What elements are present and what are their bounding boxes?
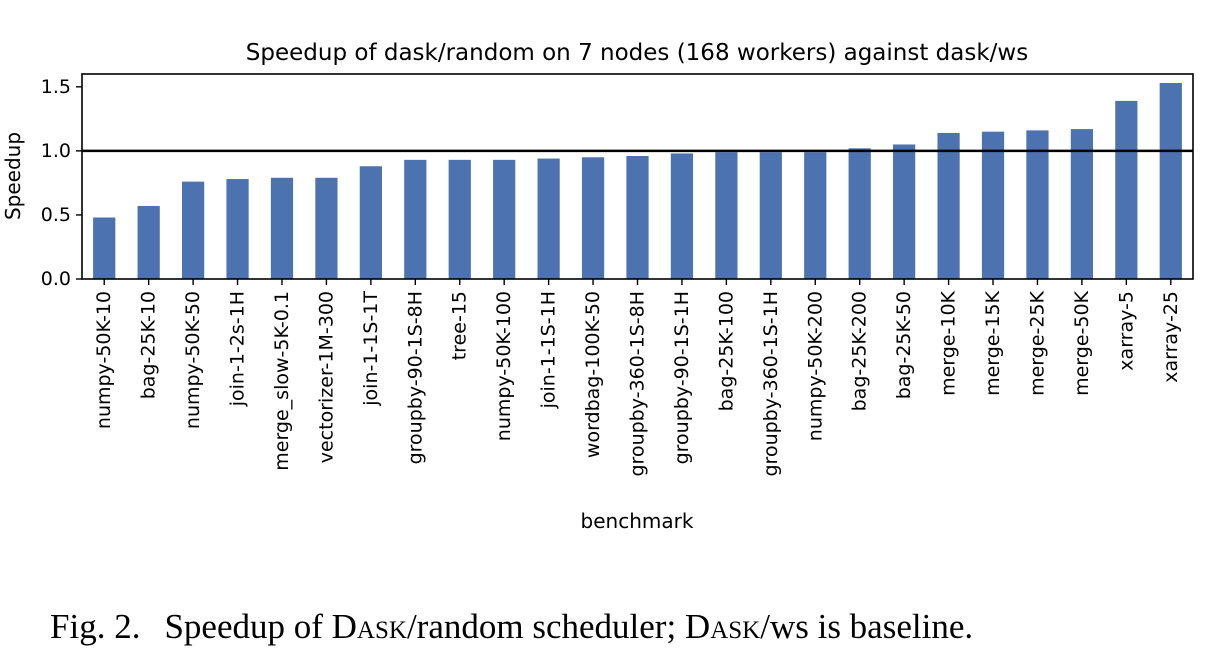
bars-group bbox=[93, 82, 1182, 279]
x-tick-label: merge-50K bbox=[1071, 290, 1093, 395]
bar-bag-25K-10 bbox=[137, 205, 160, 279]
bar-numpy-50K-10 bbox=[93, 217, 116, 279]
x-tick-label: bag-25K-100 bbox=[715, 291, 737, 411]
bar-merge_slow-5K-0.1 bbox=[270, 177, 294, 279]
bar-xarray-25 bbox=[1159, 82, 1182, 279]
bar-join-1-1S-1T bbox=[359, 166, 382, 279]
x-tick-label: merge-10K bbox=[938, 290, 960, 395]
x-tick-label: numpy-50K-100 bbox=[493, 291, 515, 441]
x-tick-label: bag-25K-200 bbox=[849, 291, 871, 411]
chart-title: Speedup of dask/random on 7 nodes (168 w… bbox=[246, 40, 1028, 66]
bar-wordbag-100K-50 bbox=[581, 157, 605, 279]
x-tick-label: numpy-50K-50 bbox=[182, 291, 204, 429]
bar-tree-15 bbox=[448, 159, 471, 279]
bar-groupby-360-1S-8H bbox=[626, 156, 649, 279]
x-tick-label: numpy-50K-200 bbox=[804, 291, 826, 441]
bar-xarray-5 bbox=[1115, 100, 1138, 279]
y-axis: 0.0 0.5 1.0 1.5 bbox=[41, 76, 82, 290]
bar-bag-25K-200 bbox=[848, 148, 871, 279]
x-tick-label: join-1-2s-1H bbox=[227, 291, 249, 407]
x-tick-label: wordbag-100K-50 bbox=[582, 291, 604, 458]
caption-text-1: Speedup of bbox=[164, 607, 332, 646]
x-tick-label: merge-25K bbox=[1026, 290, 1048, 395]
y-tick-label: 0.5 bbox=[41, 204, 71, 226]
bar-groupby-90-1S-8H bbox=[404, 159, 427, 279]
x-tick-label: xarray-25 bbox=[1160, 291, 1182, 383]
bar-vectorizer-1M-300 bbox=[315, 177, 338, 279]
x-tick-label: vectorizer-1M-300 bbox=[315, 291, 337, 463]
x-axis: numpy-50K-10 bag-25K-10 numpy-50K-50 join-1… bbox=[93, 279, 1182, 477]
x-tick-label: groupby-90-1S-1H bbox=[671, 291, 693, 464]
x-tick-label: groupby-90-1S-8H bbox=[404, 291, 426, 464]
x-tick-label: join-1-1S-1T bbox=[360, 291, 382, 407]
caption-dask-2: Dask bbox=[684, 607, 761, 646]
bar-bag-25K-50 bbox=[893, 144, 916, 279]
bar-chart: Speedup of dask/random on 7 nodes (168 w… bbox=[1, 40, 1194, 533]
caption-text-2: /random scheduler; bbox=[406, 607, 685, 646]
x-tick-label: tree-15 bbox=[449, 291, 471, 360]
y-tick-label: 0.0 bbox=[41, 268, 71, 290]
caption-prefix: Fig. 2. bbox=[50, 607, 141, 646]
y-tick-label: 1.0 bbox=[41, 140, 71, 162]
bar-merge-25K bbox=[1026, 130, 1049, 279]
y-tick-label: 1.5 bbox=[41, 76, 71, 98]
figure-caption: Fig. 2. Speedup of Dask/random scheduler;… bbox=[50, 607, 1170, 647]
caption-dask-1: Dask bbox=[331, 607, 407, 646]
x-tick-label: merge-15K bbox=[982, 290, 1004, 395]
x-axis-label: benchmark bbox=[581, 509, 694, 533]
x-tick-label: bag-25K-10 bbox=[138, 291, 160, 399]
bar-bag-25K-100 bbox=[715, 152, 738, 279]
x-tick-label: bag-25K-50 bbox=[893, 291, 915, 399]
bar-merge-50K bbox=[1070, 129, 1094, 279]
bar-numpy-50K-100 bbox=[493, 159, 516, 279]
x-tick-label: merge_slow-5K-0.1 bbox=[271, 291, 293, 471]
x-tick-label: xarray-5 bbox=[1115, 291, 1137, 371]
bar-join-1-1S-1H bbox=[537, 158, 560, 279]
bar-merge-15K bbox=[981, 131, 1005, 279]
bar-join-1-2s-1H bbox=[226, 179, 249, 279]
x-tick-label: groupby-360-1S-8H bbox=[627, 291, 649, 477]
chart: Speedup of dask/random on 7 nodes (168 w… bbox=[1, 40, 1194, 533]
caption-text-3: /ws is baseline. bbox=[760, 607, 974, 646]
bar-numpy-50K-50 bbox=[181, 181, 205, 279]
bar-merge-10K bbox=[937, 132, 960, 279]
y-axis-label: Speedup bbox=[1, 132, 25, 220]
bar-groupby-90-1S-1H bbox=[670, 153, 694, 279]
bar-groupby-360-1S-1H bbox=[759, 152, 782, 279]
x-tick-label: join-1-1S-1H bbox=[538, 291, 560, 409]
x-tick-label: groupby-360-1S-1H bbox=[760, 291, 782, 477]
x-tick-label: numpy-50K-10 bbox=[93, 291, 115, 429]
bar-numpy-50K-200 bbox=[804, 152, 827, 279]
